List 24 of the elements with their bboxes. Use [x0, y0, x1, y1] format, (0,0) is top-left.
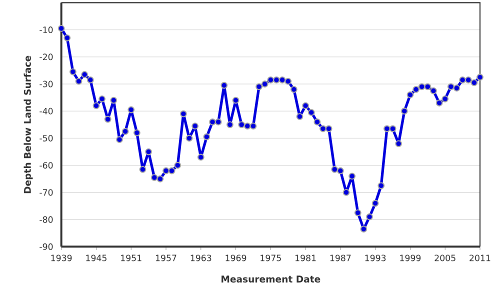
- x-tick-label: 1945: [86, 254, 106, 262]
- y-tick-label: -40: [40, 108, 53, 114]
- x-tick-label: 1987: [330, 254, 351, 262]
- y-tick-label: -80: [40, 216, 53, 223]
- x-tick-label: 2005: [434, 254, 456, 262]
- y-tick-label: -30: [40, 80, 53, 88]
- x-tick-label: 1993: [365, 254, 386, 262]
- x-tick-label: 1981: [296, 254, 316, 262]
- x-tick-label: 1975: [260, 254, 281, 262]
- y-tick-label: -50: [40, 134, 53, 142]
- y-tick-label: -20: [40, 54, 53, 60]
- x-tick-label: 1969: [226, 254, 246, 262]
- x-tick-label: 1951: [121, 254, 142, 262]
- y-tick-label: -10: [40, 26, 53, 34]
- x-axis-title: Measurement Date: [222, 276, 320, 283]
- y-tick-label: -90: [40, 243, 53, 250]
- x-tick-label: 2011: [470, 254, 490, 262]
- y-tick-label: -60: [40, 162, 53, 169]
- x-tick-label: 1963: [190, 254, 212, 262]
- y-tick-label: -70: [40, 189, 53, 196]
- x-tick-label: 1999: [400, 254, 421, 262]
- x-tick-label: 1939: [51, 254, 72, 262]
- x-tick-label: 1957: [156, 254, 176, 262]
- y-axis-title: Depth Below Land Surface: [24, 56, 33, 194]
